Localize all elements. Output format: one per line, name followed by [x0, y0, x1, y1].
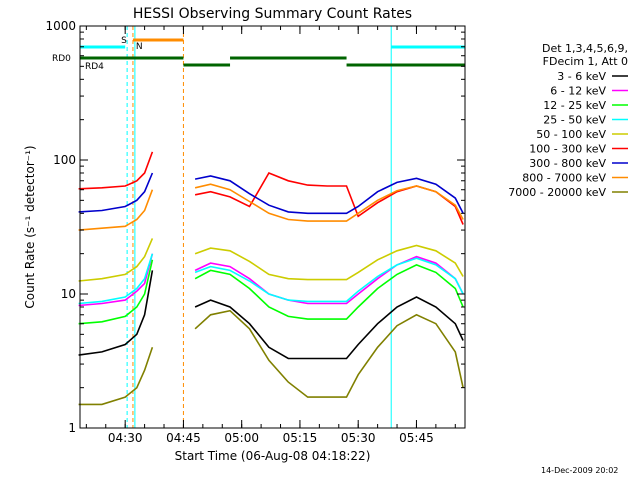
x-tick-label-3: 05:15 — [283, 431, 318, 445]
x-tick-label-2: 05:00 — [224, 431, 259, 445]
legend-label-6: 300 - 800 keV — [529, 157, 606, 170]
series-line-8-seg-1 — [194, 309, 464, 398]
y-axis-label: Count Rate (s⁻¹ detector⁻¹) — [23, 145, 37, 308]
x-tick-label-0: 04:30 — [108, 431, 143, 445]
plot-frame — [79, 25, 466, 429]
flag-label-rd4: RD4 — [85, 62, 104, 72]
series-line-3-seg-1 — [194, 257, 464, 303]
x-tick-label-1: 04:45 — [166, 431, 201, 445]
y-tick-label-2: 100 — [53, 153, 76, 167]
series-line-6-seg-1 — [194, 175, 464, 215]
legend-label-4: 50 - 100 keV — [536, 128, 606, 141]
series-line-2-seg-0 — [78, 259, 154, 325]
legend-label-0: 3 - 6 keV — [557, 70, 606, 83]
series-line-0-seg-1 — [194, 296, 464, 360]
legend-header-0: Det 1,3,4,5,6,9, — [542, 42, 628, 55]
flag-label-s: S — [121, 36, 127, 46]
legend-header-1: FDecim 1, Att 0 — [543, 55, 628, 68]
series-line-7-seg-1 — [194, 183, 464, 222]
legend-label-2: 12 - 25 keV — [543, 99, 606, 112]
series-line-4-seg-1 — [194, 244, 464, 281]
x-tick-label-4: 05:30 — [341, 431, 376, 445]
series-line-5-seg-0 — [78, 151, 154, 190]
legend-label-8: 7000 - 20000 keV — [508, 186, 606, 199]
y-tick-label-1: 10 — [61, 287, 76, 301]
series-line-1-seg-1 — [194, 255, 464, 305]
series-line-4-seg-0 — [78, 238, 154, 282]
timestamp-footer: 14-Dec-2009 20:02 — [541, 466, 619, 475]
legend-label-5: 100 - 300 keV — [529, 143, 606, 156]
x-axis-label: Start Time (06-Aug-08 04:18:22) — [175, 449, 371, 463]
series-line-1-seg-0 — [78, 253, 154, 307]
x-tick-label-5: 05:45 — [399, 431, 434, 445]
series-line-6-seg-0 — [78, 172, 154, 213]
flag-label-rd0: RD0 — [52, 54, 71, 64]
chart-title: HESSI Observing Summary Count Rates — [133, 6, 412, 22]
legend-label-1: 6 - 12 keV — [550, 85, 606, 98]
y-tick-label-3: 1000 — [45, 19, 76, 33]
series-line-0-seg-0 — [78, 270, 154, 356]
flag-label-n: N — [136, 42, 143, 52]
series-line-3-seg-0 — [78, 253, 154, 305]
series-line-2-seg-1 — [194, 264, 464, 320]
legend-label-7: 800 - 7000 keV — [522, 172, 606, 185]
series-line-7-seg-0 — [78, 189, 154, 231]
legend-label-3: 25 - 50 keV — [543, 114, 606, 127]
y-tick-label-0: 1 — [68, 421, 76, 435]
series-line-8-seg-0 — [78, 347, 154, 406]
